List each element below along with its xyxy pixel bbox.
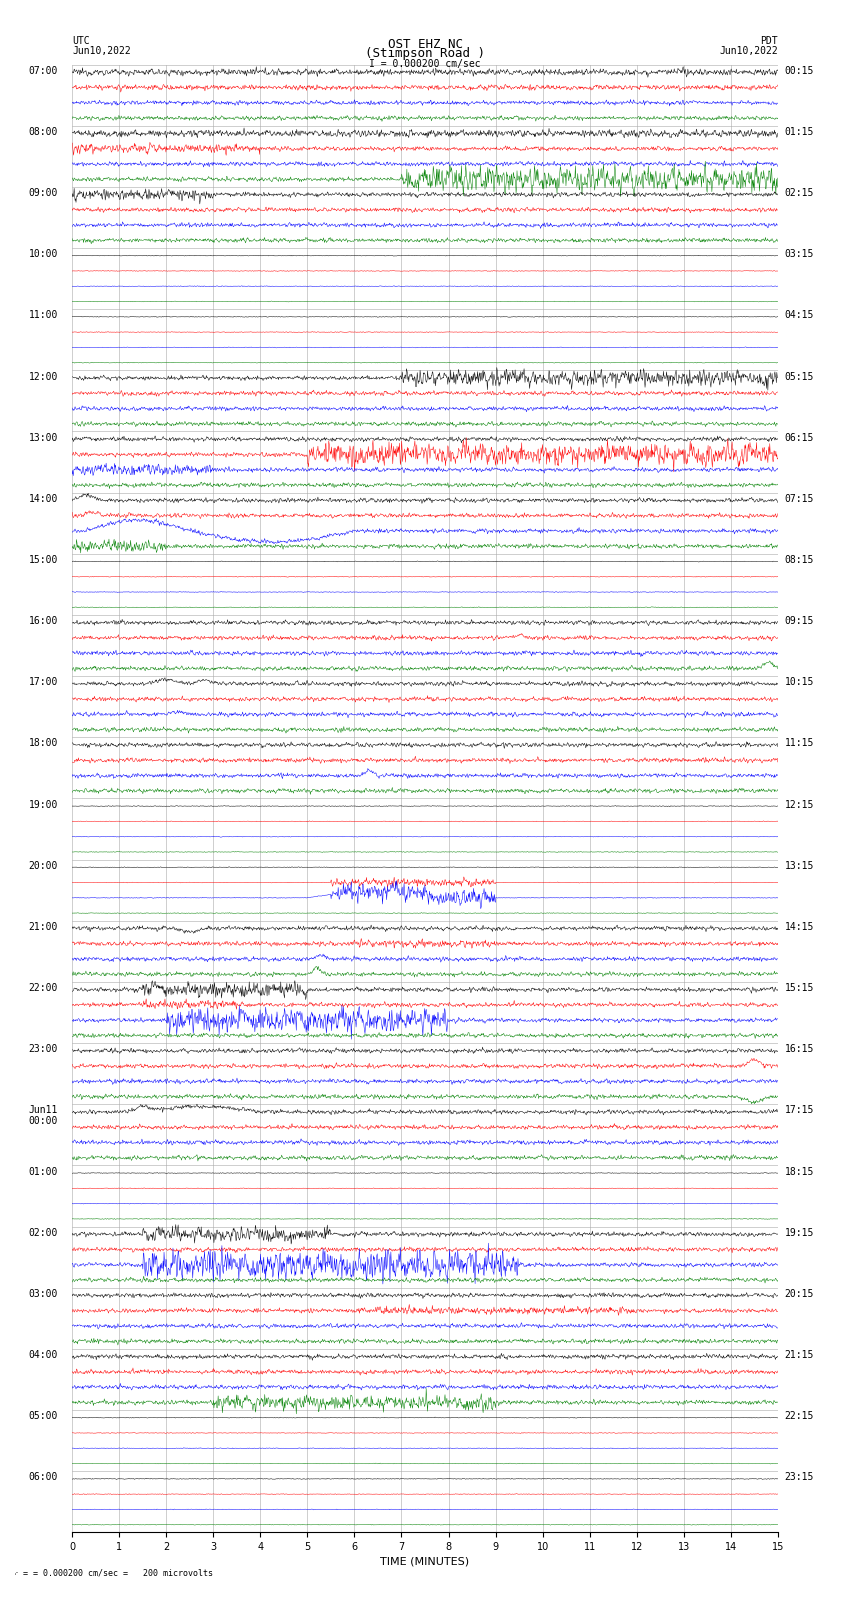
Text: 23:15: 23:15: [785, 1473, 814, 1482]
Text: OST EHZ NC: OST EHZ NC: [388, 37, 462, 50]
Text: 23:00: 23:00: [29, 1044, 58, 1055]
Text: 09:15: 09:15: [785, 616, 814, 626]
Text: 01:00: 01:00: [29, 1166, 58, 1176]
Text: PDT: PDT: [760, 35, 778, 45]
Text: 10:00: 10:00: [29, 250, 58, 260]
Text: 10:15: 10:15: [785, 677, 814, 687]
Text: 01:15: 01:15: [785, 127, 814, 137]
Text: 15:00: 15:00: [29, 555, 58, 565]
Text: 13:15: 13:15: [785, 861, 814, 871]
Text: 09:00: 09:00: [29, 189, 58, 198]
Text: 05:15: 05:15: [785, 371, 814, 382]
Text: 21:00: 21:00: [29, 923, 58, 932]
Text: Jun10,2022: Jun10,2022: [719, 47, 778, 56]
Text: 17:15: 17:15: [785, 1105, 814, 1116]
Text: 02:00: 02:00: [29, 1227, 58, 1237]
Text: 21:15: 21:15: [785, 1350, 814, 1360]
Text: 16:00: 16:00: [29, 616, 58, 626]
Text: UTC: UTC: [72, 35, 90, 45]
Text: 12:00: 12:00: [29, 371, 58, 382]
Text: 20:15: 20:15: [785, 1289, 814, 1298]
Text: 04:15: 04:15: [785, 310, 814, 321]
Text: 13:00: 13:00: [29, 432, 58, 442]
Text: 18:15: 18:15: [785, 1166, 814, 1176]
Text: 18:00: 18:00: [29, 739, 58, 748]
Text: 07:00: 07:00: [29, 66, 58, 76]
Text: Jun11
00:00: Jun11 00:00: [29, 1105, 58, 1126]
X-axis label: TIME (MINUTES): TIME (MINUTES): [381, 1557, 469, 1566]
Text: ⌌ = = 0.000200 cm/sec =   200 microvolts: ⌌ = = 0.000200 cm/sec = 200 microvolts: [13, 1568, 212, 1578]
Text: (Stimpson Road ): (Stimpson Road ): [365, 47, 485, 60]
Text: 07:15: 07:15: [785, 494, 814, 503]
Text: 02:15: 02:15: [785, 189, 814, 198]
Text: 06:15: 06:15: [785, 432, 814, 442]
Text: 17:00: 17:00: [29, 677, 58, 687]
Text: 08:15: 08:15: [785, 555, 814, 565]
Text: 22:00: 22:00: [29, 984, 58, 994]
Text: 20:00: 20:00: [29, 861, 58, 871]
Text: 16:15: 16:15: [785, 1044, 814, 1055]
Text: 00:15: 00:15: [785, 66, 814, 76]
Text: 12:15: 12:15: [785, 800, 814, 810]
Text: 06:00: 06:00: [29, 1473, 58, 1482]
Text: 03:00: 03:00: [29, 1289, 58, 1298]
Text: 14:15: 14:15: [785, 923, 814, 932]
Text: 22:15: 22:15: [785, 1411, 814, 1421]
Text: 08:00: 08:00: [29, 127, 58, 137]
Text: Jun10,2022: Jun10,2022: [72, 47, 131, 56]
Text: 03:15: 03:15: [785, 250, 814, 260]
Text: 11:15: 11:15: [785, 739, 814, 748]
Text: 19:15: 19:15: [785, 1227, 814, 1237]
Text: 04:00: 04:00: [29, 1350, 58, 1360]
Text: 15:15: 15:15: [785, 984, 814, 994]
Text: 14:00: 14:00: [29, 494, 58, 503]
Text: 19:00: 19:00: [29, 800, 58, 810]
Text: 11:00: 11:00: [29, 310, 58, 321]
Text: 05:00: 05:00: [29, 1411, 58, 1421]
Text: I = 0.000200 cm/sec: I = 0.000200 cm/sec: [369, 60, 481, 69]
